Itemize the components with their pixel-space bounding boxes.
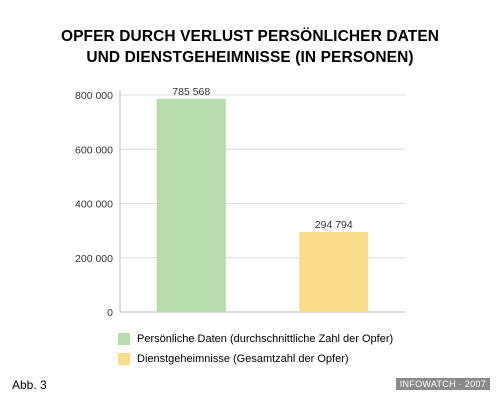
legend-item-personal-data: Persönliche Daten (durchschnittliche Zah… — [118, 329, 393, 349]
y-tick-label: 800 000 — [75, 90, 113, 102]
bar-value-label: 294 794 — [315, 219, 353, 231]
legend: Persönliche Daten (durchschnittliche Zah… — [118, 329, 393, 369]
chart-title-line-2: UND DIENSTGEHEIMNISSE (IN PERSONEN) — [86, 49, 414, 66]
figure-label: Abb. 3 — [12, 378, 47, 392]
y-tick-label: 600 000 — [75, 144, 113, 156]
legend-item-trade-secrets: Dienstgeheimnisse (Gesamtzahl der Opfer) — [118, 349, 393, 369]
chart-title-line-1: OPFER DURCH VERLUST PERSÖNLICHER DATEN — [60, 28, 440, 45]
legend-swatch-trade-secrets — [118, 353, 130, 365]
chart-title: OPFER DURCH VERLUST PERSÖNLICHER DATEN U… — [0, 26, 500, 68]
legend-label-personal-data: Persönliche Daten (durchschnittliche Zah… — [137, 333, 394, 345]
bar — [156, 98, 226, 313]
bar — [299, 232, 369, 312]
y-tick-label: 400 000 — [75, 199, 113, 211]
y-tick-label: 0 — [107, 307, 113, 319]
legend-swatch-personal-data — [118, 333, 130, 345]
legend-label-trade-secrets: Dienstgeheimnisse (Gesamtzahl der Opfer) — [137, 353, 349, 365]
watermark: INFOWATCH · 2007 — [395, 378, 490, 390]
y-tick-label: 200 000 — [75, 253, 113, 265]
bar-value-label: 785 568 — [172, 86, 210, 98]
